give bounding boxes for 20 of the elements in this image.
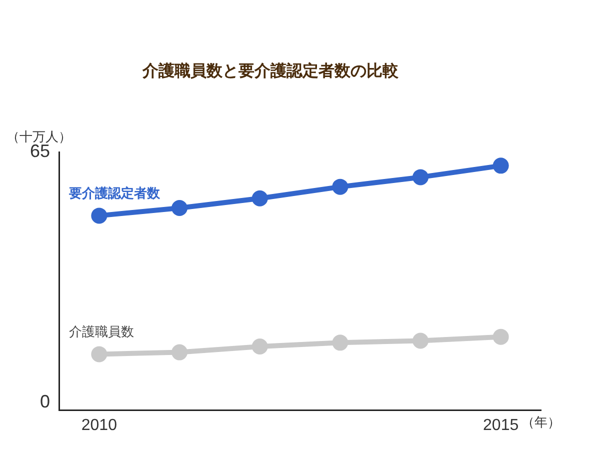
point	[252, 338, 268, 355]
y-axis-title: （十万人）	[6, 128, 72, 144]
point	[332, 334, 348, 351]
x-tick-label: 2015	[483, 417, 519, 434]
x-tick-label: 2010	[81, 417, 118, 434]
point	[91, 346, 108, 362]
series-label: 介護職員数	[69, 324, 134, 340]
point	[492, 328, 509, 345]
point	[412, 332, 428, 349]
chart-title: 介護職員数と要介護認定者数の比較	[142, 62, 400, 80]
y-tick-label: 0	[40, 391, 50, 412]
point	[172, 200, 188, 216]
point	[91, 208, 108, 224]
x-axis-title: （年）	[522, 414, 561, 430]
point	[332, 178, 348, 195]
point	[492, 158, 509, 174]
point	[412, 169, 428, 186]
point	[172, 344, 188, 360]
point	[252, 190, 268, 206]
series-label: 要介護認定者数	[68, 186, 162, 201]
